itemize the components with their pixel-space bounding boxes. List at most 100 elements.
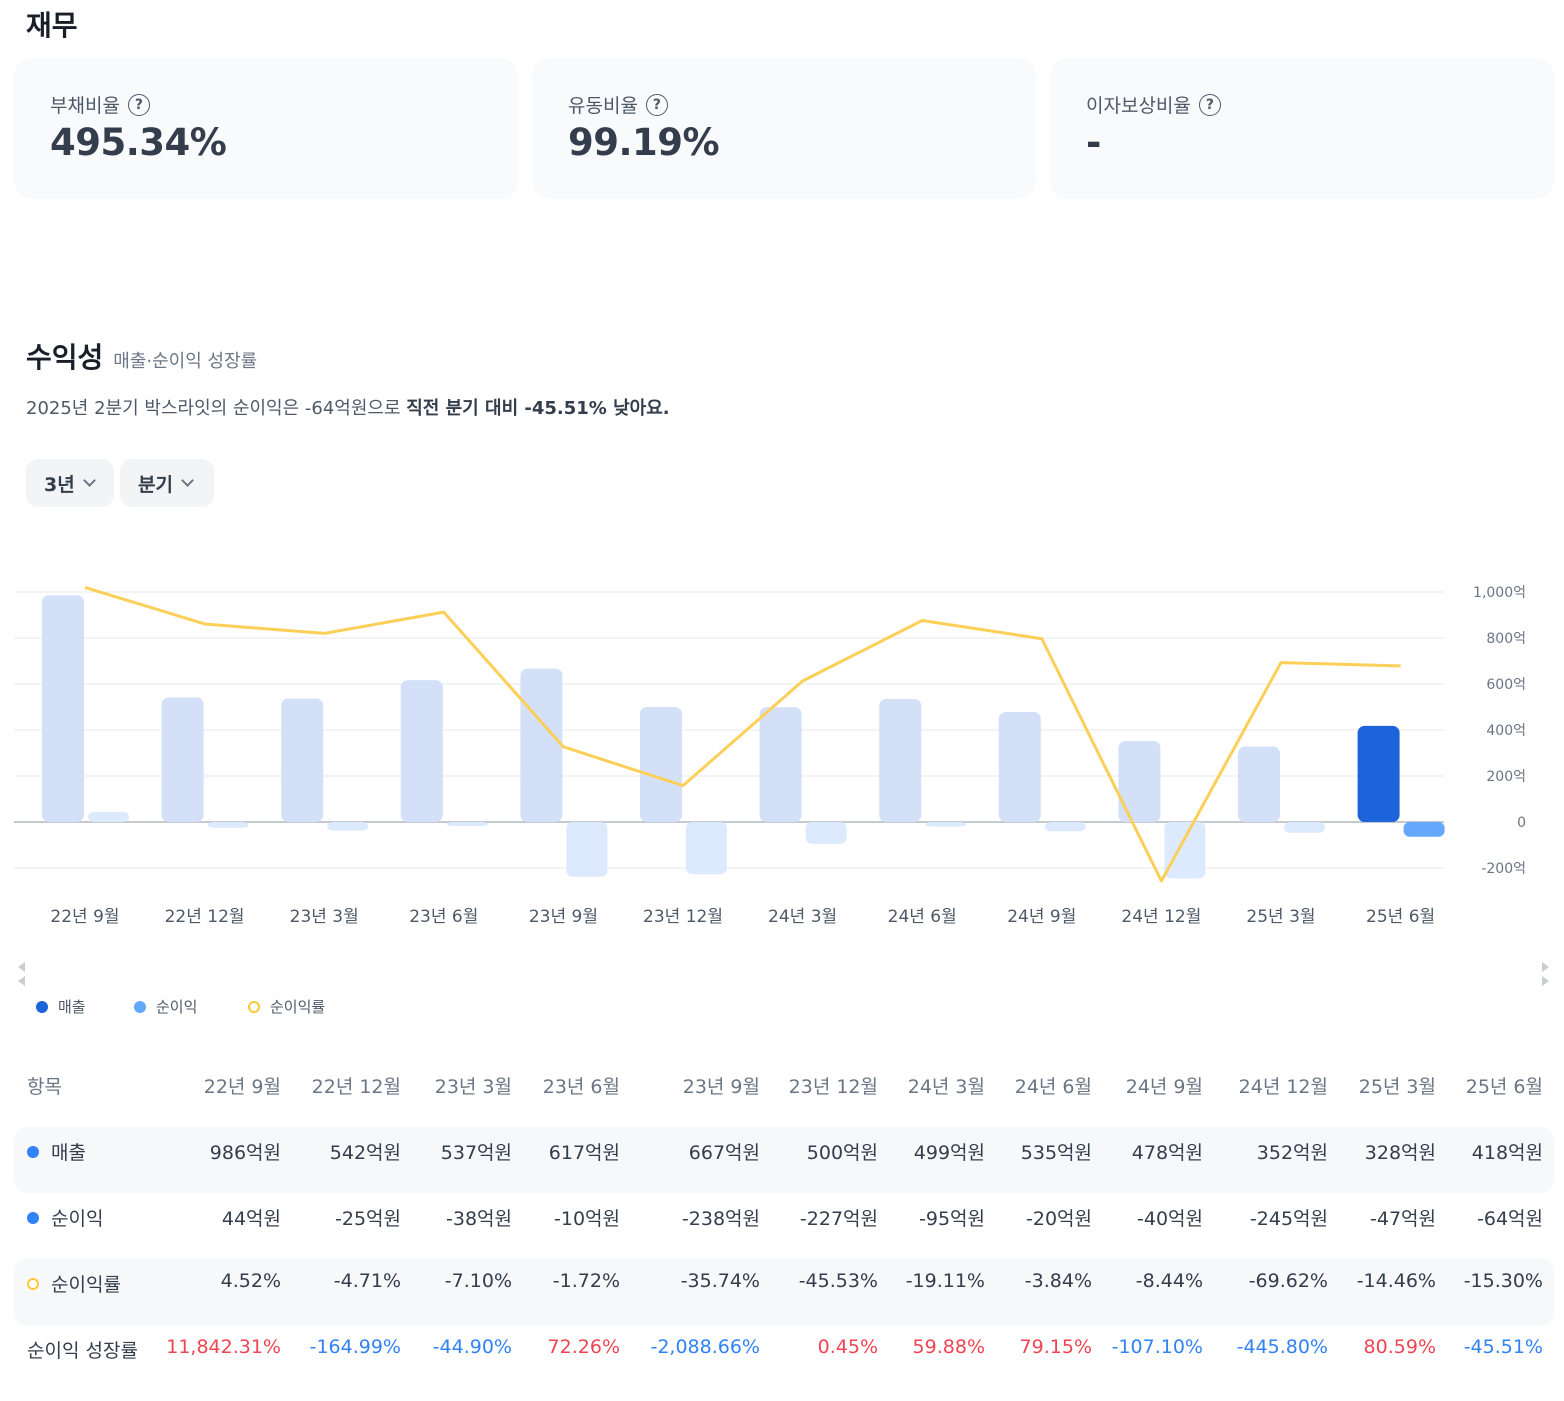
table-column-header: 23년 9월 [682,1076,760,1098]
table-cell: 418억원 [1471,1142,1543,1164]
scroll-right-icon[interactable] [1542,976,1549,986]
legend-net-income-label: 순이익 [156,998,198,1016]
legend-revenue[interactable]: 매출 [36,996,86,1017]
profit-section-subtitle: 매출·순이익 성장률 [113,351,258,372]
table-cell: -25억원 [335,1208,401,1230]
table-row-label-text: 매출 [51,1142,86,1164]
revenue-bar [161,697,204,822]
table-cell: 352억원 [1256,1142,1328,1164]
table-cell: 4.52% [220,1270,281,1292]
scroll-left-icon[interactable] [18,962,25,972]
interest-coverage-value: - [1086,121,1101,164]
table-cell: -40억원 [1137,1208,1203,1230]
x-tick-label: 23년 6월 [409,907,478,927]
table-row-bg [14,1259,1554,1325]
x-tick-label: 25년 3월 [1246,907,1315,927]
table-row-label: 매출 [27,1138,86,1165]
profit-summary: 2025년 2분기 박스라잇의 순이익은 -64억원으로 직전 분기 대비 -4… [26,394,670,420]
table-column-header: 24년 3월 [907,1076,985,1098]
scroll-left-icon[interactable] [18,976,25,986]
table-cell: 537억원 [440,1142,512,1164]
x-tick-label: 23년 12월 [643,907,723,927]
table-column-header: 25년 3월 [1358,1076,1436,1098]
help-icon[interactable]: ? [127,93,150,116]
x-tick-label: 22년 12월 [165,907,245,927]
table-column-header: 24년 6월 [1014,1076,1092,1098]
x-tick-label: 23년 3월 [290,907,359,927]
y-tick-label: 600억 [1486,677,1526,693]
debt-ratio-value: 495.34% [50,121,227,164]
y-tick-label: 400억 [1486,723,1526,739]
current-ratio-label-group: 유동비율 ? [568,91,668,118]
profit-summary-highlight: 직전 분기 대비 -45.51% 낮아요. [406,398,670,419]
table-cell: -227억원 [799,1208,878,1230]
table-column-header: 22년 12월 [311,1076,401,1098]
period-select[interactable]: 3년 [26,459,114,507]
chevron-down-icon [82,474,96,487]
current-ratio-label: 유동비율 [568,95,638,117]
table-cell: -19.11% [905,1270,985,1292]
table-cell: 986억원 [209,1142,281,1164]
debt-ratio-label-group: 부채비율 ? [50,91,150,118]
table-cell: -238억원 [681,1208,760,1230]
table-cell: 44억원 [221,1208,281,1230]
y-tick-label: 1,000억 [1473,585,1526,601]
period-select-value: 3년 [44,473,75,496]
scroll-right-icon[interactable] [1542,962,1549,972]
table-column-header: 24년 9월 [1125,1076,1203,1098]
table-cell: 79.15% [1019,1336,1092,1358]
table-cell: 80.59% [1363,1336,1436,1358]
revenue-bar [879,698,922,822]
table-cell: -3.84% [1024,1270,1092,1292]
table-cell: -44.90% [432,1336,512,1358]
x-tick-label: 24년 6월 [888,907,957,927]
x-tick-label: 23년 9월 [529,907,598,927]
y-tick-label: 0 [1517,815,1526,831]
table-cell: -15.30% [1463,1270,1543,1292]
table-row-bg [14,1127,1554,1193]
x-tick-label: 24년 12월 [1121,907,1201,927]
legend-margin-label: 순이익률 [270,998,326,1016]
legend-net-income[interactable]: 순이익 [134,996,197,1017]
revenue-bar [400,680,443,822]
table-row-label: 순이익 성장률 [27,1336,138,1363]
table-column-header: 24년 12월 [1238,1076,1328,1098]
net-income-bar [1403,822,1445,837]
legend-margin[interactable]: 순이익률 [248,996,325,1017]
revenue-bar [759,707,802,822]
table-cell: 499억원 [913,1142,985,1164]
net-income-bar [1044,822,1086,832]
net-income-bar [805,822,847,844]
profit-chart[interactable]: 1,000억 800억 600억 400억 200억 0 -200억 22년 9월 22년 1… [0,560,1564,940]
table-cell: -107.10% [1111,1336,1203,1358]
table-cell: 535억원 [1020,1142,1092,1164]
net-income-bar [327,822,369,831]
revenue-bar [1357,725,1400,822]
table-cell: 0.45% [817,1336,878,1358]
table-cell: 478억원 [1131,1142,1203,1164]
table-cell: -164.99% [309,1336,401,1358]
x-tick-label: 22년 9월 [50,907,119,927]
profit-section-title: 수익성 [26,341,104,374]
x-tick-label: 25년 6월 [1366,907,1435,927]
profit-table: 항목 22년 9월 22년 12월 23년 3월 23년 6월 23년 9월 23년 12월… [0,1060,1564,1390]
y-tick-label: 800억 [1486,631,1526,647]
profit-heading: 수익성 매출·순이익 성장률 [26,336,257,376]
table-column-header: 25년 6월 [1465,1076,1543,1098]
table-cell: 11,842.31% [166,1336,281,1358]
row-dot-icon [27,1277,39,1290]
help-icon[interactable]: ? [645,93,668,116]
interest-coverage-card: 이자보상비율 ? - [1050,58,1554,199]
help-icon[interactable]: ? [1198,93,1221,116]
table-cell: -7.10% [444,1270,512,1292]
net-income-dot-icon [134,1000,146,1013]
table-cell: 328억원 [1364,1142,1436,1164]
unit-select[interactable]: 분기 [120,459,214,507]
current-ratio-card: 유동비율 ? 99.19% [532,58,1036,199]
table-column-header: 23년 3월 [434,1076,512,1098]
table-cell: 500억원 [806,1142,878,1164]
table-row-label-text: 순이익률 [51,1274,121,1296]
revenue-bar [1238,746,1280,822]
interest-coverage-label-group: 이자보상비율 ? [1086,91,1221,118]
table-cell: -20억원 [1026,1208,1092,1230]
